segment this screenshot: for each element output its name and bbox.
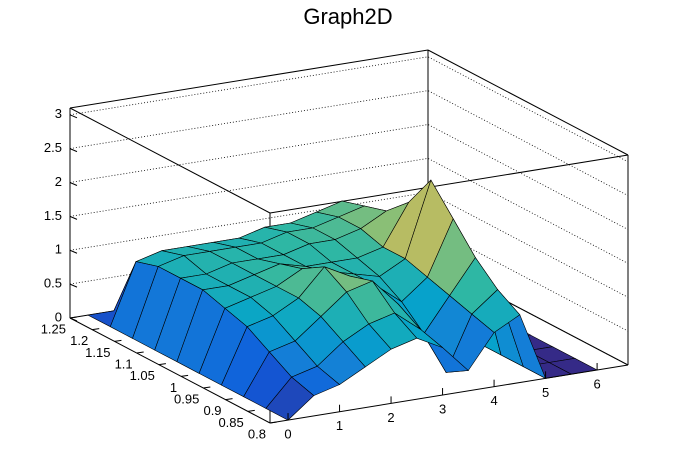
x-tick-label: 4 xyxy=(490,393,497,408)
y-tick xyxy=(158,363,166,366)
x-tick-label: 3 xyxy=(439,401,446,416)
z-tick-label: 2 xyxy=(55,174,62,189)
z-tick-label: 3 xyxy=(55,106,62,121)
y-tick xyxy=(69,316,78,319)
y-tick-label: 0.9 xyxy=(203,403,221,418)
x-tick-label: 0 xyxy=(284,427,291,442)
y-tick xyxy=(269,421,278,424)
z-tick xyxy=(69,148,78,153)
x-tick-label: 5 xyxy=(542,385,549,400)
box-edge xyxy=(269,154,629,214)
x-tick-label: 1 xyxy=(336,418,343,433)
z-tick-label: 0.5 xyxy=(44,276,62,291)
grid-line xyxy=(69,157,629,264)
y-tick-label: 1.25 xyxy=(41,321,66,336)
x-tick-label: 6 xyxy=(593,376,600,391)
y-tick-label: 1 xyxy=(170,380,177,395)
z-tick xyxy=(69,249,78,254)
y-tick xyxy=(92,328,100,331)
y-tick xyxy=(181,374,189,377)
z-tick xyxy=(69,182,78,186)
box-edge xyxy=(69,107,271,214)
z-tick-label: 1.5 xyxy=(44,208,62,223)
y-tick-label: 0.85 xyxy=(218,415,243,430)
z-tick xyxy=(69,215,78,220)
z-tick-label: 0 xyxy=(55,309,62,324)
grid-line xyxy=(69,90,629,196)
y-tick xyxy=(114,339,122,342)
x-tick-label: 2 xyxy=(387,410,394,425)
y-tick xyxy=(247,409,255,412)
grid-line xyxy=(69,56,629,163)
grid-line xyxy=(69,124,629,230)
chart-title: Graph2D xyxy=(303,4,392,29)
z-tick-label: 1 xyxy=(55,242,62,257)
z-tick xyxy=(69,283,78,288)
y-tick-label: 1.05 xyxy=(130,368,155,383)
y-tick-label: 0.95 xyxy=(174,391,199,406)
box-edge xyxy=(69,49,429,109)
y-axis xyxy=(69,317,271,424)
z-tick-label: 2.5 xyxy=(44,140,62,155)
y-tick-label: 1.2 xyxy=(70,333,88,348)
z-tick xyxy=(69,114,78,119)
y-tick-label: 1.15 xyxy=(85,345,110,360)
z-tick xyxy=(69,317,78,322)
y-tick-label: 0.8 xyxy=(248,426,266,441)
box-edge xyxy=(427,49,629,156)
y-tick-label: 1.1 xyxy=(115,356,133,371)
surface-cell xyxy=(265,376,315,421)
y-tick xyxy=(136,351,144,354)
y-tick xyxy=(203,386,211,389)
grid-line xyxy=(69,191,629,298)
y-tick xyxy=(225,398,233,401)
x-axis xyxy=(269,364,629,424)
